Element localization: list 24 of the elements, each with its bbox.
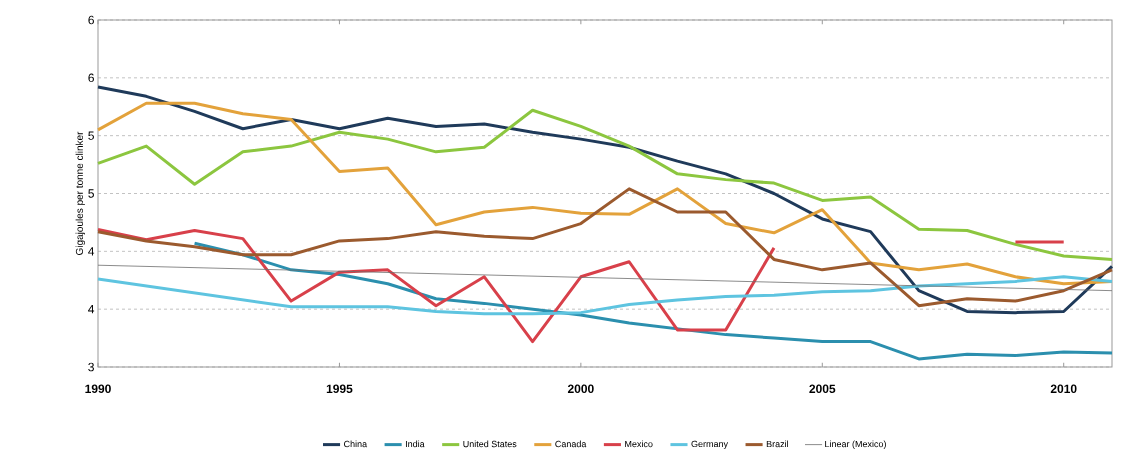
y-tick-label: 6: [88, 73, 94, 83]
line-series: [96, 108, 1114, 261]
legend-label: Germany: [691, 440, 729, 449]
y-tick-label: 5: [88, 131, 94, 140]
legend-label: United States: [463, 440, 517, 448]
line-series: [96, 85, 1114, 315]
legend-label: Linear (Mexico): [825, 440, 886, 449]
x-tick-label: 2010: [1050, 384, 1077, 394]
legend-label: Brazil: [766, 440, 788, 448]
x-tick-label: 2000: [567, 384, 594, 394]
line-series: [96, 187, 1114, 308]
legend-label: Canada: [555, 440, 587, 448]
x-tick-label: 2005: [809, 384, 836, 394]
legend-label: Mexico: [625, 440, 653, 448]
y-tick-label: 3: [88, 362, 94, 372]
y-tick-label: 6: [88, 15, 94, 25]
legend-label: China: [344, 440, 368, 448]
y-tick-label: 4: [88, 305, 95, 314]
y-axis-title: Gigajoules per tonne clinker: [75, 131, 85, 255]
x-tick-label: 1995: [326, 384, 353, 394]
y-tick-label: 5: [88, 189, 94, 198]
legend-label: India: [405, 440, 425, 448]
x-tick-label: 1990: [85, 384, 111, 394]
y-tick-label: 4: [88, 247, 95, 256]
